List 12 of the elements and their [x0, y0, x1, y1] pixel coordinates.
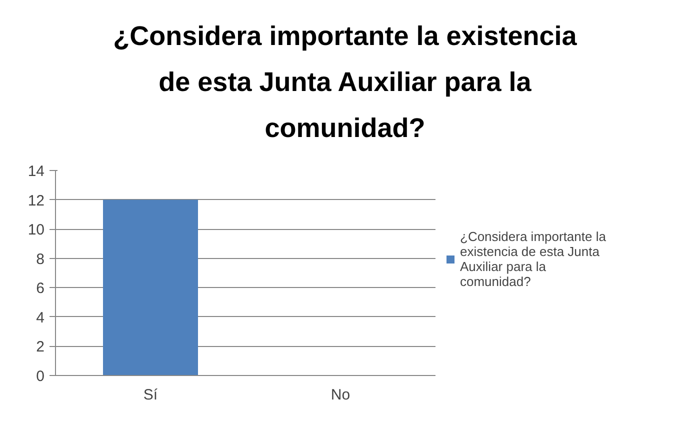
y-tick-label: 0 [36, 368, 44, 385]
y-tick-label: 8 [36, 250, 44, 268]
y-tick-label: 4 [36, 309, 44, 326]
x-tick-label: Sí [143, 386, 158, 404]
y-tick-label: 12 [28, 192, 45, 210]
y-tick-label: 10 [28, 222, 45, 239]
chart-title: ¿Considera importante la existencia de esta Junta Auxiliar para la comunidad? [113, 20, 577, 145]
y-tick-label: 6 [36, 280, 44, 298]
y-tick-label: 14 [28, 163, 45, 180]
x-tick-label: No [330, 386, 350, 404]
legend-label: ¿Considera importante la existencia de esta Junta Auxiliar para la comunidad? [460, 229, 606, 289]
y-tick-label: 2 [36, 338, 44, 356]
